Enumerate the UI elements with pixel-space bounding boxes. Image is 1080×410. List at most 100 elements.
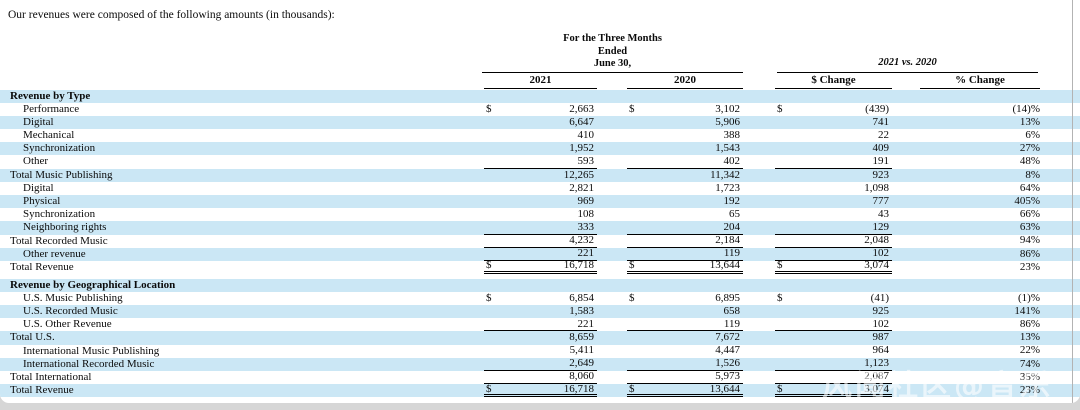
table-row: International Music Publishing 5,411 4,447… [0,344,1080,358]
value-2020: 402 [627,155,743,169]
dollar-sign: $ [777,291,783,304]
value-2020: 1,723 [715,181,740,194]
comparison-header: 2021 vs. 2020 [878,57,937,68]
value-2021: 8,060 [484,370,597,385]
value-2021: $2,663 [486,102,594,115]
value-percent-change: 86% [1019,247,1040,260]
value-2021: 410 [577,128,595,141]
value-dollar-change: 2,087 [775,370,892,385]
intro-text: Our revenues were composed of the follow… [8,9,335,21]
value-percent-change: 22% [1019,344,1040,357]
table-row: Other 593 402 191 48% [0,155,1080,169]
value-dollar-change: $ (41) [777,291,889,304]
dollar-sign: $ [629,102,635,115]
value-dollar-change: 22 [878,128,889,141]
value-percent-change: 63% [1019,221,1040,234]
value-dollar-change: 129 [775,221,892,235]
value-2021: 2,649 [484,357,597,371]
dollar-sign: $ [777,102,783,115]
value-2020: 388 [723,128,741,141]
value-dollar-change: 2,048 [775,234,892,248]
value-dollar-change: 1,098 [864,181,889,194]
value-dollar-change: $3,074 [775,383,892,398]
row-label: Digital [23,181,54,194]
value-2020: $13,644 [627,259,743,275]
value-dollar-change: 741 [872,115,890,128]
value-dollar-change: $3,074 [775,259,892,275]
row-label: Total International [10,370,92,383]
column-rule-dollar-change [775,87,892,89]
value-percent-change: 66% [1019,208,1040,221]
page-right-border [1072,0,1073,403]
row-label: Neighboring rights [23,221,107,234]
row-label: International Music Publishing [23,344,160,357]
value-dollar-change: 43 [878,208,889,221]
column-header-percent-change: % Change [955,74,1005,86]
row-label: Synchronization [23,142,96,155]
row-label: Total Music Publishing [10,168,113,181]
value-2021: $16,718 [484,383,597,398]
value-percent-change: 27% [1019,142,1040,155]
section-header-row: Revenue by Geographical Location [0,278,1080,292]
dollar-sign: $ [629,259,635,272]
dollar-sign: $ [486,102,492,115]
table-row: Total Revenue $16,718 $13,644 $3,074 23% [0,259,1080,275]
row-label: International Recorded Music [23,357,155,370]
value-dollar-change: 102 [775,247,892,261]
column-header-2021: 2021 [529,74,552,86]
value-2020: 1,543 [715,142,740,155]
row-label: U.S. Other Revenue [23,318,112,331]
value-percent-change: 64% [1019,181,1040,194]
dollar-sign: $ [777,259,783,272]
table-row: International Recorded Music 2,649 1,526 1,… [0,357,1080,371]
row-label: U.S. Music Publishing [23,291,123,304]
column-header-2020: 2020 [674,74,696,86]
column-header-dollar-change: $ Change [811,74,856,86]
period-header: For the Three Months Ended June 30, [563,33,662,69]
row-label: U.S. Recorded Music [23,305,118,317]
value-2020: 5,906 [715,115,740,128]
dollar-sign: $ [629,291,635,304]
value-2021: 2,821 [569,181,594,194]
table-row: Total Recorded Music 4,232 2,184 2,048 94% [0,234,1080,248]
row-label: Revenue by Type [10,89,91,102]
table-row: U.S. Music Publishing $6,854 $6,895 $ (41) (1… [0,292,1080,305]
value-dollar-change: 925 [872,304,890,317]
value-2020: 658 [723,304,741,317]
value-2020: 4,447 [715,344,740,357]
table-row: Total Revenue $16,718 $13,644 $3,074 23% [0,383,1080,398]
watermark-text: 风闻社区@音乐 [822,369,1053,404]
value-percent-change: 6% [1025,128,1040,141]
value-2021: 1,583 [569,304,594,317]
table-row: Synchronization 1,952 1,543 409 27% [0,142,1080,156]
row-label: Mechanical [23,129,75,142]
value-2021: 6,647 [569,115,594,128]
column-rule-percent-change [920,87,1040,89]
row-label: Total U.S. [10,331,55,344]
value-dollar-change: 409 [872,142,890,155]
value-2021: 1,952 [569,142,594,155]
value-2020: 119 [627,247,743,261]
value-2021: $6,854 [486,291,594,304]
value-percent-change: 23% [1019,384,1040,397]
value-dollar-change: 777 [872,194,890,207]
value-dollar-change: 191 [775,155,892,169]
row-label: Digital [23,115,54,128]
value-2020: 192 [723,194,741,207]
revenue-table: Revenue by Type Performance $2,663 $3,102 $(… [0,89,1080,398]
table-row: Digital 2,821 1,723 1,098 64% [0,182,1080,195]
value-dollar-change: 987 [872,331,890,344]
column-rule-2020 [627,87,743,89]
value-2021: 12,265 [563,168,594,181]
value-percent-change: 141% [1014,304,1040,317]
value-percent-change: 86% [1019,318,1040,331]
value-2020: 204 [627,221,743,235]
value-dollar-change: 964 [872,344,890,357]
value-2021: 593 [484,155,597,169]
value-percent-change: (14)% [1012,102,1041,115]
table-row: Total Music Publishing 12,265 11,342 923 8% [0,169,1080,182]
value-percent-change: 8% [1025,168,1040,181]
table-row: U.S. Other Revenue 221 119 102 86% [0,318,1080,332]
value-2021: 221 [484,318,597,332]
